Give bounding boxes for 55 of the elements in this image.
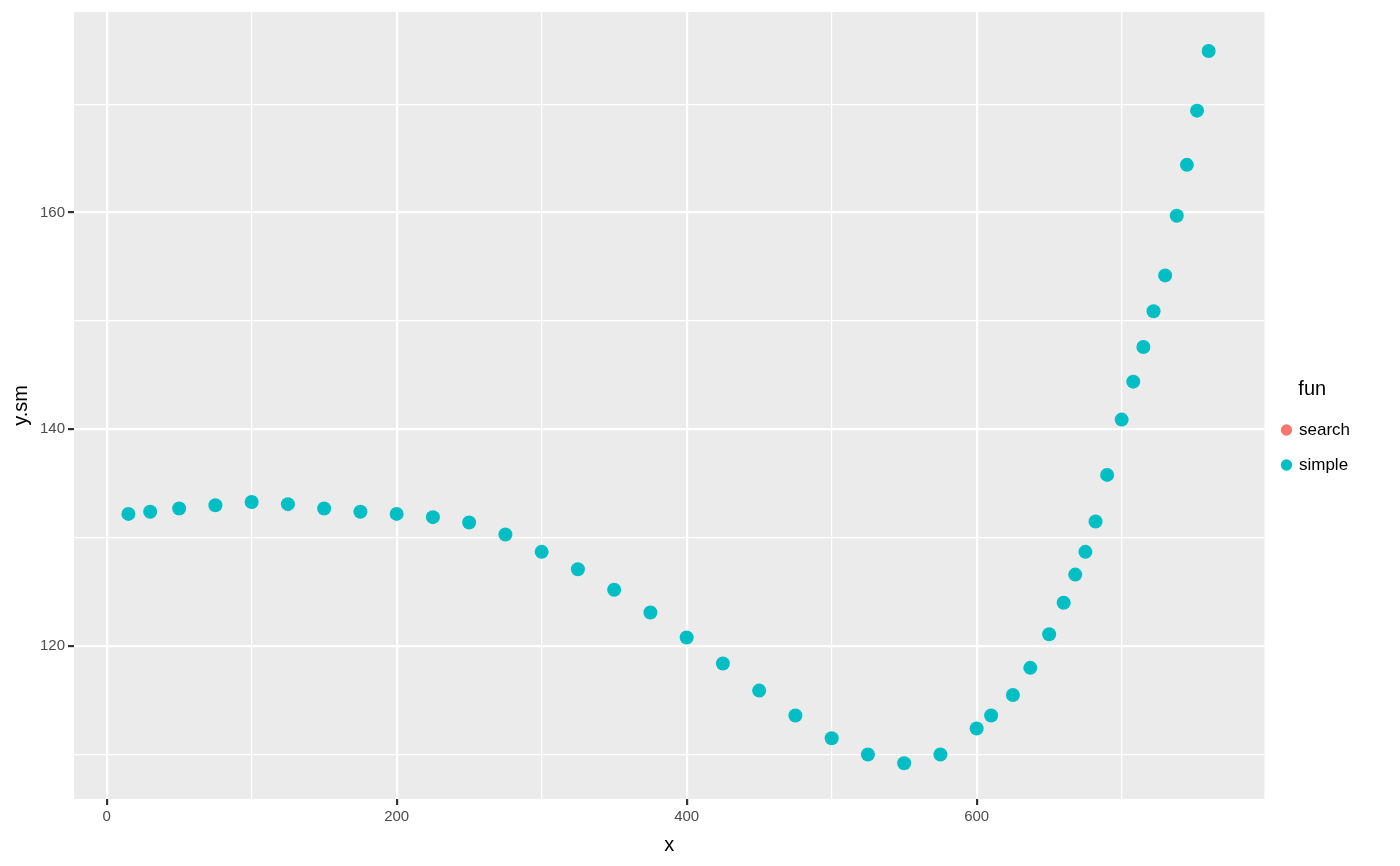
point: [1201, 44, 1216, 59]
point: [280, 497, 295, 512]
point: [1068, 567, 1083, 582]
y-tick-label: 140: [40, 419, 66, 437]
y-axis-title: y.sm: [8, 385, 31, 426]
point: [643, 605, 658, 620]
point: [534, 544, 549, 559]
point: [1146, 304, 1161, 319]
point: [1114, 412, 1129, 427]
point: [984, 708, 999, 723]
x-tick-label: 0: [102, 807, 111, 825]
point: [244, 494, 259, 509]
point: [1056, 595, 1071, 610]
point: [208, 498, 223, 513]
point: [121, 506, 136, 521]
point: [1158, 268, 1173, 283]
point: [172, 501, 187, 516]
point: [752, 683, 767, 698]
point: [1136, 339, 1151, 354]
legend-title: fun: [1298, 377, 1327, 400]
point: [1126, 374, 1141, 389]
point: [897, 756, 912, 771]
point: [824, 731, 839, 746]
point: [607, 582, 622, 597]
x-axis-title: x: [664, 832, 675, 855]
point: [1042, 627, 1057, 642]
y-tick-label: 160: [40, 202, 66, 220]
point: [425, 510, 440, 525]
point: [679, 630, 694, 645]
point: [353, 504, 368, 519]
point: [143, 504, 158, 519]
point: [1179, 157, 1194, 172]
y-tick-label: 120: [40, 636, 66, 654]
point: [1169, 208, 1184, 223]
x-tick-label: 600: [964, 807, 990, 825]
point: [1078, 544, 1093, 559]
point: [860, 747, 875, 762]
x-tick-label: 400: [674, 807, 700, 825]
point: [788, 708, 803, 723]
point: [1100, 467, 1115, 482]
point: [462, 515, 477, 530]
point: [498, 527, 513, 542]
point: [969, 721, 984, 736]
legend-label: simple: [1298, 454, 1349, 474]
point: [389, 506, 404, 521]
point: [1023, 660, 1038, 675]
legend-label: search: [1298, 419, 1351, 439]
point: [570, 562, 585, 577]
point: [1088, 514, 1103, 529]
point: [715, 656, 730, 671]
x-tick-label: 200: [384, 807, 410, 825]
point: [317, 501, 332, 516]
point: [1190, 103, 1205, 118]
point: [933, 747, 948, 762]
point: [1005, 687, 1020, 702]
